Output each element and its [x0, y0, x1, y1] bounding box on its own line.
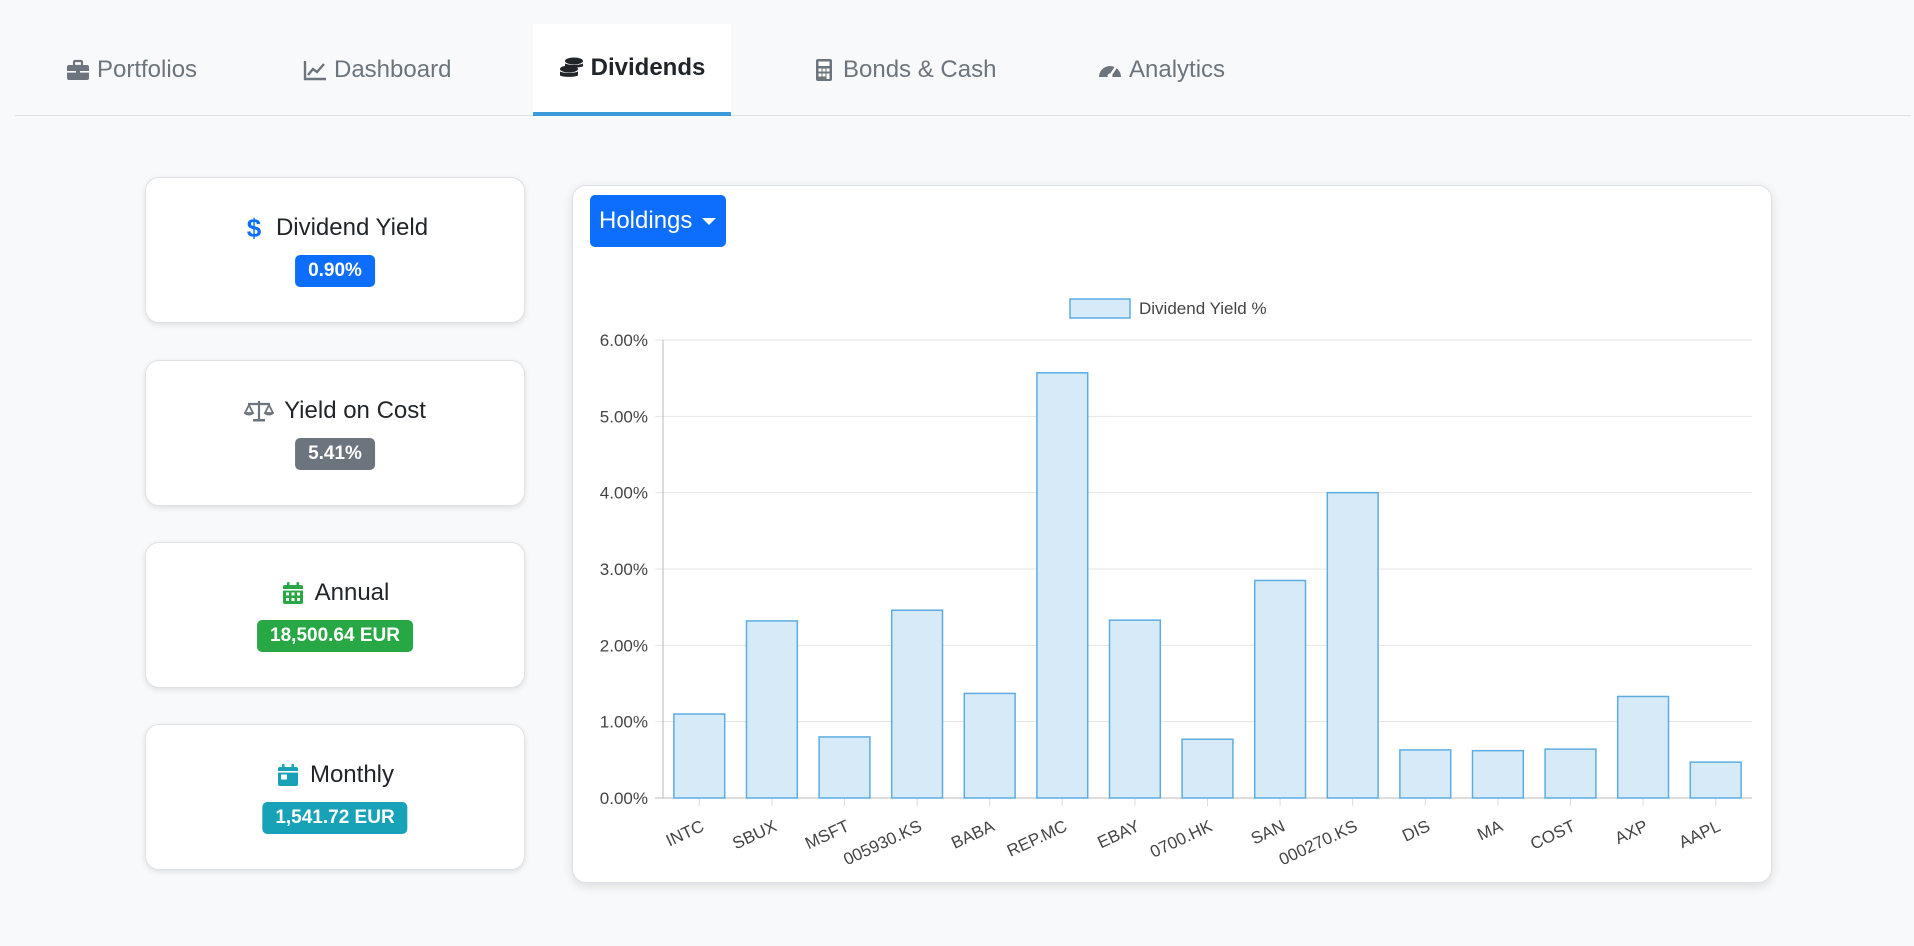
bar-axp	[1616, 695, 1670, 799]
x-tick-label: 000270.KS	[1276, 816, 1360, 869]
x-tick-label: AAPL	[1676, 816, 1723, 852]
tab-dashboard[interactable]: Dashboard	[302, 24, 462, 116]
briefcase-icon	[65, 57, 91, 83]
card-title: Monthly	[146, 761, 524, 789]
x-tick-label: DIS	[1399, 816, 1433, 845]
calendar-icon	[281, 581, 305, 605]
nav-tabs: Portfolios Dashboard Dividends Bonds & C…	[15, 24, 1911, 116]
bar-0700hk	[1181, 738, 1234, 799]
dividend-yield-badge: 0.90%	[295, 255, 375, 287]
legend-swatch	[1069, 298, 1131, 319]
y-tick-label: 6.00%	[600, 331, 648, 350]
x-tick-label: MSFT	[802, 816, 852, 853]
bar-ma	[1471, 749, 1525, 799]
bar-aapl	[1689, 761, 1742, 799]
tab-portfolios[interactable]: Portfolios	[65, 24, 215, 116]
bar-repmc	[1036, 372, 1089, 799]
chart-card: Holdings 0.00% 1.00% 2.00% 3.00% 4.00% 5.00% 6…	[572, 185, 1772, 883]
dropdown-label: Holdings	[599, 207, 693, 234]
bar-dis	[1399, 749, 1452, 799]
x-tick-label: 005930.KS	[841, 816, 925, 869]
bar-ebay	[1108, 619, 1162, 799]
holdings-dropdown[interactable]: Holdings	[590, 195, 726, 247]
bar-msft	[818, 736, 871, 799]
y-tick-label: 4.00%	[600, 484, 648, 503]
bar-005930ks	[890, 609, 944, 799]
y-tick-label: 0.00%	[600, 789, 648, 808]
svg-text:$: $	[247, 215, 262, 241]
calendar-day-icon	[276, 763, 300, 787]
y-tick-label: 5.00%	[600, 407, 648, 426]
card-title: Yield on Cost	[146, 397, 524, 425]
x-tick-label: AXP	[1612, 816, 1651, 848]
dividend-yield-card: $ Dividend Yield 0.90%	[145, 177, 525, 323]
card-title: $ Dividend Yield	[146, 214, 524, 242]
x-tick-label: SAN	[1248, 816, 1288, 848]
x-tick-label: BABA	[948, 816, 998, 853]
gauge-icon	[1097, 57, 1123, 83]
tab-label: Portfolios	[97, 56, 198, 83]
card-title: Annual	[146, 579, 524, 607]
calculator-icon	[811, 57, 837, 83]
line-chart-icon	[302, 57, 328, 83]
scale-icon	[244, 399, 275, 423]
x-tick-label: MA	[1474, 816, 1506, 844]
annual-card: Annual 18,500.64 EUR	[145, 542, 525, 688]
annual-badge: 18,500.64 EUR	[257, 620, 413, 652]
bar-san	[1253, 579, 1307, 799]
x-tick-label: REP.MC	[1004, 816, 1070, 860]
y-tick-label: 1.00%	[600, 713, 648, 732]
monthly-card: Monthly 1,541.72 EUR	[145, 724, 525, 870]
x-tick-label: INTC	[663, 816, 707, 850]
yield-on-cost-badge: 5.41%	[295, 438, 375, 470]
x-tick-label: SBUX	[730, 816, 780, 853]
bar-000270ks	[1326, 491, 1379, 799]
monthly-badge: 1,541.72 EUR	[262, 802, 408, 834]
tab-analytics[interactable]: Analytics	[1097, 24, 1257, 116]
legend-label: Dividend Yield %	[1139, 299, 1267, 318]
yield-on-cost-card: Yield on Cost 5.41%	[145, 360, 525, 506]
tab-label: Dashboard	[334, 56, 452, 83]
y-tick-label: 3.00%	[600, 560, 648, 579]
tab-label: Dividends	[590, 54, 706, 81]
caret-down-icon	[702, 217, 717, 225]
tab-label: Bonds & Cash	[843, 56, 997, 83]
x-tick-label: COST	[1527, 816, 1578, 853]
tab-dividends[interactable]: Dividends	[533, 24, 731, 116]
dollar-icon: $	[242, 215, 266, 241]
tab-bonds-cash[interactable]: Bonds & Cash	[811, 24, 1011, 116]
bar-sbux	[745, 620, 799, 799]
tab-label: Analytics	[1129, 56, 1226, 83]
bar-cost	[1544, 748, 1597, 799]
coins-icon	[559, 55, 585, 81]
y-tick-label: 2.00%	[600, 636, 648, 655]
bar-intc	[673, 713, 726, 799]
bar-baba	[963, 692, 1016, 799]
x-tick-label: 0700.HK	[1147, 816, 1216, 861]
dividend-yield-chart: 0.00% 1.00% 2.00% 3.00% 4.00% 5.00% 6.00% INTC…	[600, 298, 1752, 869]
x-tick-label: EBAY	[1095, 816, 1143, 852]
